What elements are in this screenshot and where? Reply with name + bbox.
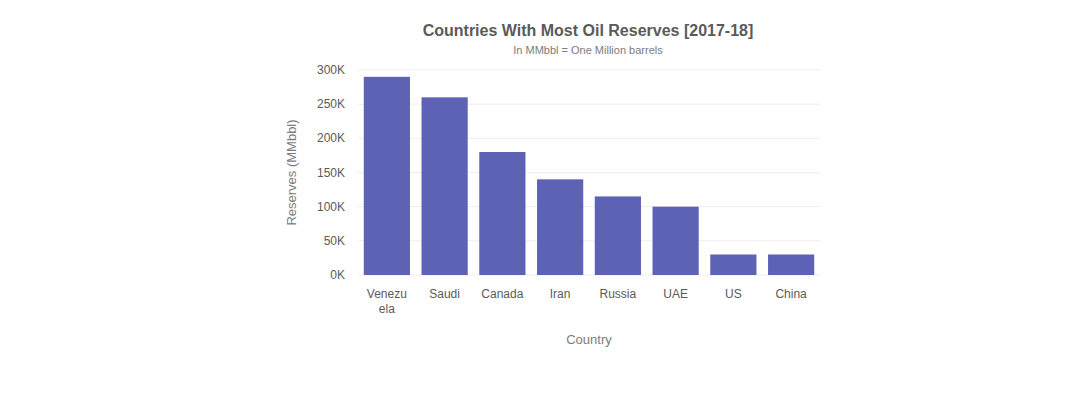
x-tick-label-line: ela — [379, 302, 395, 316]
x-tick-label: Venezuela — [367, 287, 407, 316]
y-tick-label: 200K — [317, 131, 345, 145]
grid — [358, 70, 820, 275]
bar — [710, 255, 756, 276]
x-axis-title: Country — [566, 332, 612, 347]
bar — [479, 152, 525, 275]
x-tick-label: Russia — [600, 287, 637, 301]
x-tick-label: US — [725, 287, 742, 301]
bar — [364, 77, 410, 275]
bar — [768, 255, 814, 276]
grid-line — [358, 70, 820, 71]
y-tick-label: 0K — [330, 268, 345, 282]
bar — [595, 196, 641, 275]
subtitle: In MMbbl = One Million barrels — [513, 44, 663, 56]
chart: Countries With Most Oil Reserves [2017-1… — [0, 0, 1070, 398]
x-tick-label-line: Venezu — [367, 287, 407, 301]
y-tick-label: 100K — [317, 200, 345, 214]
bars — [364, 77, 814, 275]
x-tick-label: China — [775, 287, 807, 301]
title: Countries With Most Oil Reserves [2017-1… — [423, 22, 754, 39]
x-tick-label: Canada — [481, 287, 523, 301]
y-tick-label: 150K — [317, 166, 345, 180]
bar — [422, 97, 468, 275]
y-axis-title: Reserves (MMbbl) — [284, 119, 299, 225]
x-tick-label: Saudi — [429, 287, 460, 301]
y-tick-label: 250K — [317, 97, 345, 111]
y-tick-label: 50K — [324, 234, 345, 248]
bar — [653, 207, 699, 275]
x-tick-label: Iran — [550, 287, 571, 301]
y-tick-label: 300K — [317, 63, 345, 77]
x-tick-label: UAE — [663, 287, 688, 301]
bar — [537, 179, 583, 275]
